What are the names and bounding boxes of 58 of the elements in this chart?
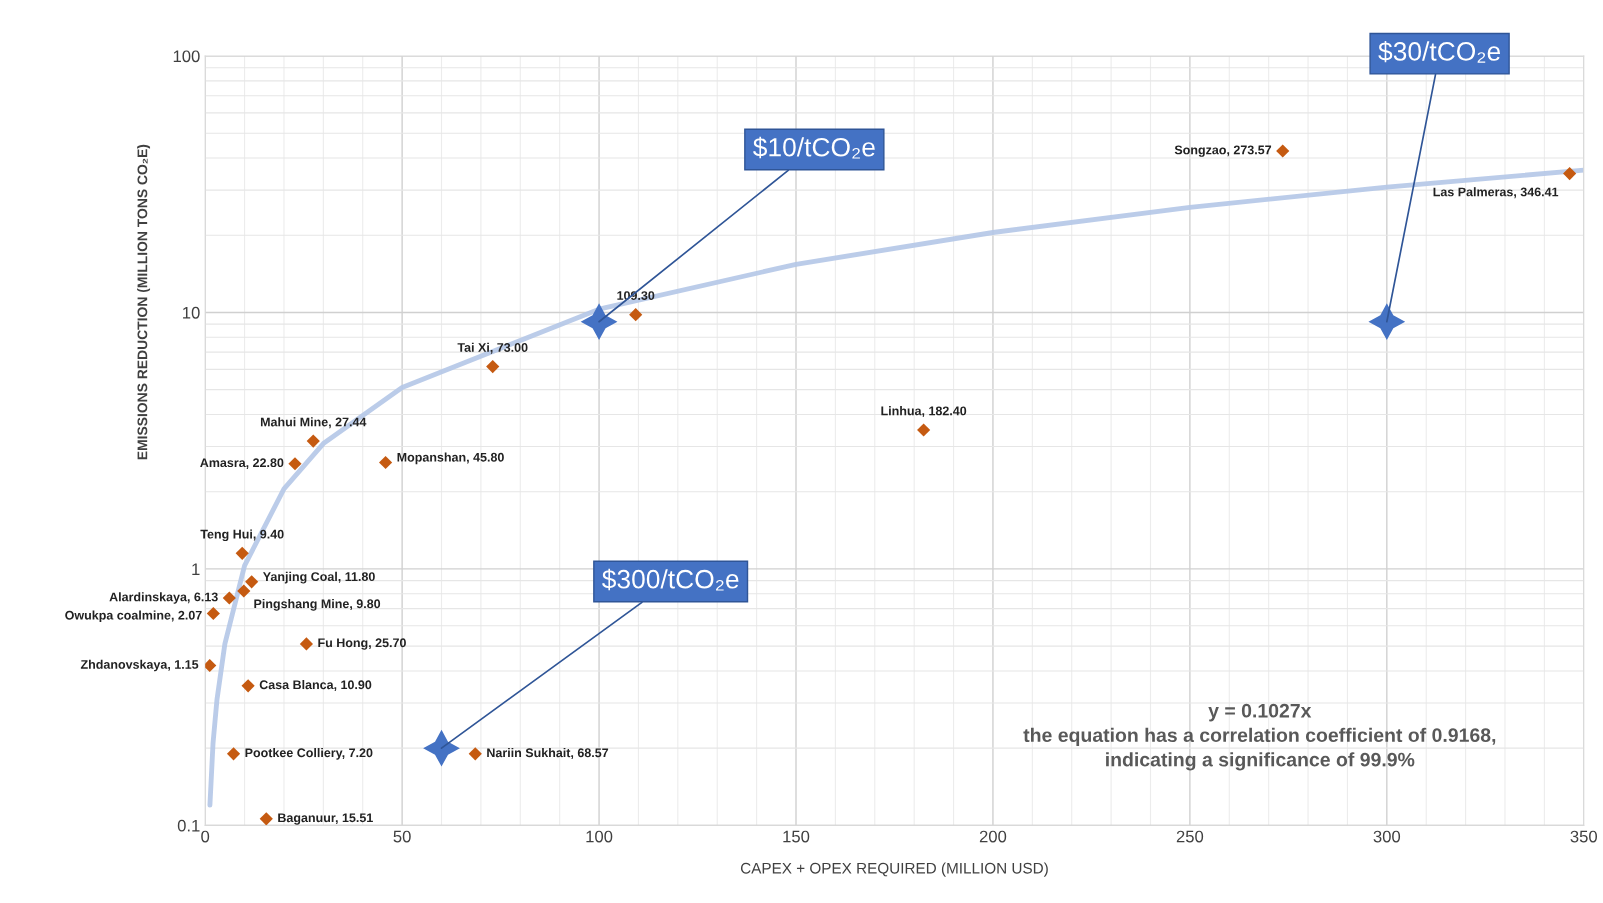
- point: [226, 747, 241, 761]
- x-tick-label: 250: [1176, 830, 1204, 843]
- x-tick-label: 0: [201, 830, 210, 843]
- point: [1368, 303, 1406, 341]
- point: [580, 303, 618, 341]
- point: [205, 658, 217, 673]
- point: [206, 606, 220, 621]
- point: [378, 455, 393, 470]
- point: [299, 637, 313, 651]
- x-tick-label: 50: [393, 830, 411, 843]
- point: [237, 584, 251, 598]
- y-tick-label: 0.1: [177, 819, 200, 832]
- x-axis-title: CAPEX + OPEX REQUIRED (MILLION USD): [740, 862, 1048, 877]
- point: [1563, 166, 1577, 181]
- y-axis-title: EMISSIONS REDUCTION (MILLION TONS CO₂E): [137, 144, 151, 460]
- point: [486, 359, 500, 374]
- annotation: $10/tCO₂e: [753, 136, 875, 159]
- x-tick-label: 200: [979, 830, 1007, 843]
- annotation: Pootkee Colliery, 7.20: [245, 748, 373, 760]
- annotation: Linhua, 182.40: [881, 406, 967, 418]
- point: [917, 423, 931, 437]
- point: [241, 679, 255, 693]
- x-tick-label: 100: [586, 830, 613, 843]
- annotation: Casa Blanca, 10.90: [259, 679, 372, 691]
- point: [1276, 144, 1290, 158]
- point: [468, 747, 482, 761]
- annotation: Tai Xi, 73.00: [457, 342, 528, 354]
- annotation: Baganuur, 15.51: [278, 813, 373, 825]
- y-tick-label: 1: [192, 563, 200, 575]
- y-tick-label: 10: [183, 306, 200, 319]
- annotation: Yanjing Coal, 11.80: [262, 571, 375, 584]
- point: [235, 546, 249, 560]
- point: [245, 575, 259, 589]
- annotation: y = 0.1027x the equation has a correlation coefficient of 0.9168, indicating a significance of 99.9%: [1023, 703, 1496, 771]
- x-tick-label: 350: [1570, 830, 1598, 843]
- annotation: $300/tCO₂e: [602, 568, 739, 591]
- annotation: Zhdanovskaya, 1.15: [80, 659, 199, 672]
- point: [306, 434, 320, 448]
- annotation: Pingshang Mine, 9.80: [254, 599, 381, 611]
- point: [259, 812, 273, 826]
- point: [222, 591, 236, 605]
- annotation: Teng Hui, 9.40: [200, 529, 284, 542]
- x-tick-label: 300: [1373, 830, 1401, 843]
- annotation: Nariin Sukhait, 68.57: [487, 748, 609, 760]
- annotation: Songzao, 273.57: [1174, 145, 1272, 157]
- point: [629, 308, 643, 322]
- y-tick-label: 100: [173, 50, 200, 63]
- annotation: Alardinskaya, 6.13: [109, 592, 218, 604]
- annotation: Las Palmeras, 346.41: [1433, 187, 1559, 199]
- annotation: $30/tCO₂e: [1378, 40, 1501, 63]
- annotation: Amasra, 22.80: [200, 458, 284, 469]
- point: [288, 457, 302, 471]
- x-tick-label: 150: [783, 830, 810, 843]
- annotation: Fu Hong, 25.70: [318, 638, 406, 650]
- annotation: Owukpa coalmine, 2.07: [65, 610, 202, 623]
- annotation: Mahui Mine, 27.44: [260, 417, 367, 429]
- point: [423, 729, 460, 767]
- annotation: Mopanshan, 45.80: [397, 452, 504, 465]
